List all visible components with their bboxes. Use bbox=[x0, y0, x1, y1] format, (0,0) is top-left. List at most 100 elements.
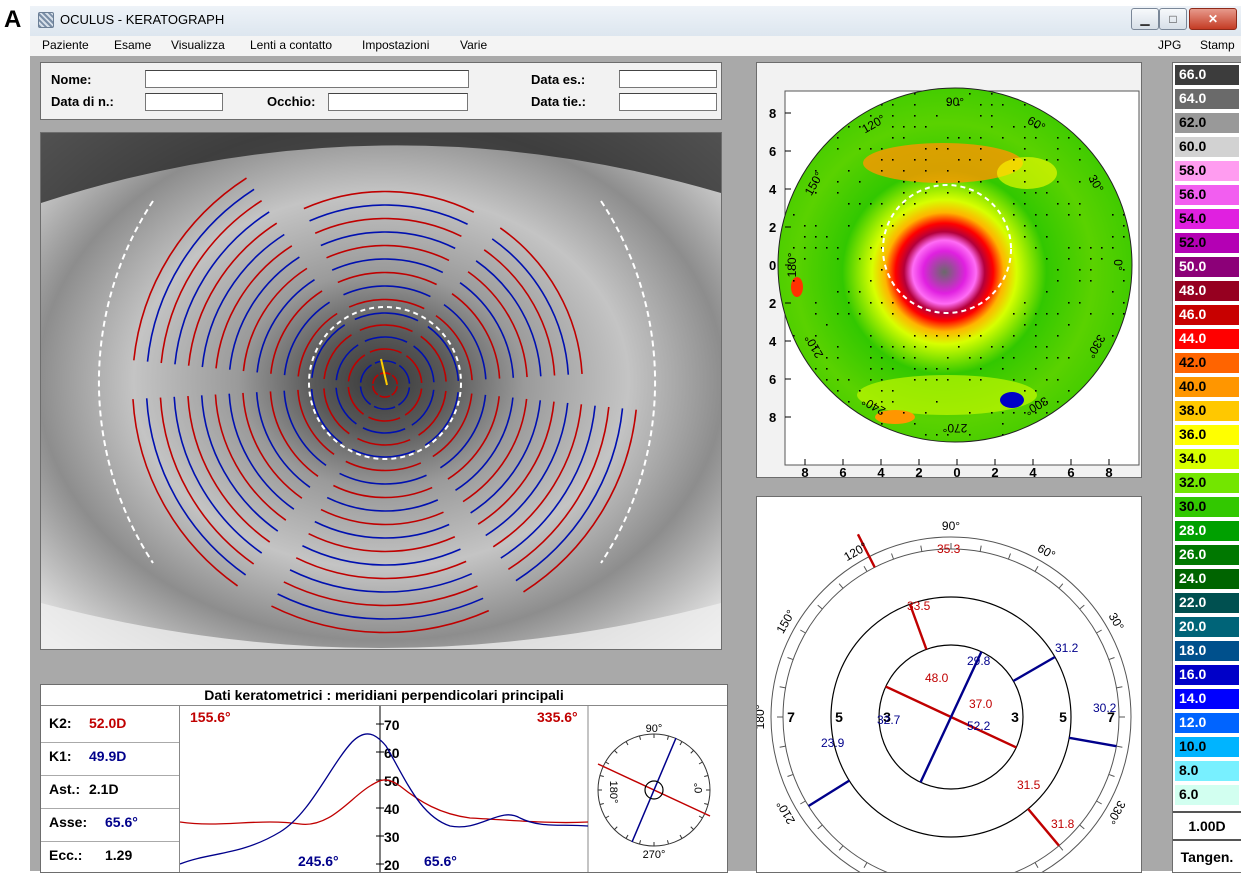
scale-row: 24.0 bbox=[1173, 567, 1241, 591]
profile-right-angle-bottom: 65.6° bbox=[424, 853, 457, 869]
ring-radius-label: 5 bbox=[835, 709, 843, 725]
scale-mode: Tangen. bbox=[1173, 839, 1241, 873]
topography-map-panel: 864202468864202468 90° 60° 30° 0° 330° 300° 27… bbox=[756, 62, 1142, 478]
scale-label: 8.0 bbox=[1179, 762, 1198, 778]
occhio-label: Occhio: bbox=[267, 94, 315, 109]
ring-blue-value: 31.2 bbox=[1055, 641, 1079, 655]
ecc-label: Ecc.: bbox=[49, 847, 82, 863]
data-esame-label: Data es.: bbox=[531, 72, 585, 87]
scale-label: 50.0 bbox=[1179, 258, 1206, 274]
data-tie-label: Data tie.: bbox=[531, 94, 586, 109]
k2-label: K2: bbox=[49, 715, 72, 731]
data-esame-field[interactable] bbox=[619, 70, 717, 88]
menu-stampa[interactable]: Stamp bbox=[1200, 38, 1235, 52]
topo-angle-label: 90° bbox=[946, 95, 964, 109]
scale-label: 18.0 bbox=[1179, 642, 1206, 658]
scale-row: 26.0 bbox=[1173, 543, 1241, 567]
menu-varie[interactable]: Varie bbox=[460, 38, 487, 52]
color-scale-panel: 66.0 64.0 62.0 60.0 58.0 56.0 54.0 52.0 50.0 48.0… bbox=[1172, 62, 1241, 873]
scale-row: 38.0 bbox=[1173, 399, 1241, 423]
ring-angle-label: 210° bbox=[773, 798, 798, 827]
profile-scale-label: 70 bbox=[384, 717, 400, 733]
scale-label: 30.0 bbox=[1179, 498, 1206, 514]
topo-y-tick: 4 bbox=[769, 182, 777, 197]
scale-row: 46.0 bbox=[1173, 303, 1241, 327]
scale-label: 20.0 bbox=[1179, 618, 1206, 634]
profile-right-angle-top: 335.6° bbox=[537, 709, 578, 725]
scale-label: 26.0 bbox=[1179, 546, 1206, 562]
data-tie-field[interactable] bbox=[619, 93, 717, 111]
scale-label: 16.0 bbox=[1179, 666, 1206, 682]
scale-row: 56.0 bbox=[1173, 183, 1241, 207]
ast-value: 2.1D bbox=[89, 781, 119, 797]
scale-row: 34.0 bbox=[1173, 447, 1241, 471]
k2-value: 52.0D bbox=[89, 715, 126, 731]
topo-x-tick: 2 bbox=[915, 465, 922, 477]
scale-row: 22.0 bbox=[1173, 591, 1241, 615]
scale-row: 36.0 bbox=[1173, 423, 1241, 447]
scale-label: 58.0 bbox=[1179, 162, 1206, 178]
scale-label: 60.0 bbox=[1179, 138, 1206, 154]
k1-label: K1: bbox=[49, 748, 72, 764]
close-button[interactable]: ✕ bbox=[1189, 8, 1237, 30]
ring-blue-value: 30.2 bbox=[1093, 701, 1117, 715]
scale-label: 66.0 bbox=[1179, 66, 1206, 82]
data-nascita-field[interactable] bbox=[145, 93, 223, 111]
mini-dial-180: 180° bbox=[607, 781, 619, 804]
ring-angle-label: 180° bbox=[757, 704, 767, 729]
scale-row: 42.0 bbox=[1173, 351, 1241, 375]
topo-y-tick: 8 bbox=[769, 410, 776, 425]
scale-row: 48.0 bbox=[1173, 279, 1241, 303]
ring-angle-label: 150° bbox=[773, 607, 798, 636]
scale-label: 64.0 bbox=[1179, 90, 1206, 106]
minimize-button[interactable]: ▁ bbox=[1131, 8, 1159, 30]
scale-label: 42.0 bbox=[1179, 354, 1206, 370]
topo-y-tick: 6 bbox=[769, 372, 776, 387]
ring-radius-label: 7 bbox=[787, 709, 795, 725]
profile-scale-label: 20 bbox=[384, 857, 400, 872]
k1-value: 49.9D bbox=[89, 748, 126, 764]
scale-row: 20.0 bbox=[1173, 615, 1241, 639]
occhio-field[interactable] bbox=[328, 93, 468, 111]
topo-y-tick: 2 bbox=[769, 220, 776, 235]
scale-row: 12.0 bbox=[1173, 711, 1241, 735]
ring-radius-label: 5 bbox=[1059, 709, 1067, 725]
topo-x-tick: 8 bbox=[1105, 465, 1112, 477]
maximize-button[interactable]: □ bbox=[1159, 8, 1187, 30]
title-bar: OCULUS - KERATOGRAPH ▁ □ ✕ bbox=[30, 6, 1241, 37]
topo-x-tick: 2 bbox=[991, 465, 998, 477]
scale-label: 40.0 bbox=[1179, 378, 1206, 394]
ring-red-value: 48.0 bbox=[925, 671, 949, 685]
scale-row: 30.0 bbox=[1173, 495, 1241, 519]
menu-lenti-a-contatto[interactable]: Lenti a contatto bbox=[250, 38, 332, 52]
nome-label: Nome: bbox=[51, 72, 91, 87]
asse-label: Asse: bbox=[49, 814, 87, 830]
menu-jpg[interactable]: JPG bbox=[1158, 38, 1181, 52]
topo-x-tick: 6 bbox=[1067, 465, 1074, 477]
scale-row: 8.0 bbox=[1173, 759, 1241, 783]
topo-x-tick: 4 bbox=[1029, 465, 1037, 477]
nome-field[interactable] bbox=[145, 70, 469, 88]
topo-y-tick: 8 bbox=[769, 106, 776, 121]
scale-row: 64.0 bbox=[1173, 87, 1241, 111]
menu-impostazioni[interactable]: Impostazioni bbox=[362, 38, 429, 52]
ecc-value: 1.29 bbox=[105, 847, 132, 863]
scale-row: 54.0 bbox=[1173, 207, 1241, 231]
profile-left-angle-top: 155.6° bbox=[190, 709, 231, 725]
scale-label: 10.0 bbox=[1179, 738, 1206, 754]
topo-angle-label: 0° bbox=[1111, 259, 1125, 271]
data-nascita-label: Data di n.: bbox=[51, 94, 114, 109]
ring-angle-label: 330° bbox=[1104, 798, 1129, 827]
scale-row: 32.0 bbox=[1173, 471, 1241, 495]
scale-row: 6.0 bbox=[1173, 783, 1241, 807]
workspace: Nome: Data di n.: Occhio: Data es.: Data… bbox=[30, 56, 1241, 871]
scale-label: 52.0 bbox=[1179, 234, 1206, 250]
scale-label: 24.0 bbox=[1179, 570, 1206, 586]
ring-red-value: 31.5 bbox=[1017, 778, 1041, 792]
ring-red-value: 31.8 bbox=[1051, 817, 1075, 831]
menu-visualizza[interactable]: Visualizza bbox=[171, 38, 225, 52]
ast-label: Ast.: bbox=[49, 781, 80, 797]
menu-esame[interactable]: Esame bbox=[114, 38, 151, 52]
menu-paziente[interactable]: Paziente bbox=[42, 38, 89, 52]
ring-radius-label: 3 bbox=[1011, 709, 1019, 725]
